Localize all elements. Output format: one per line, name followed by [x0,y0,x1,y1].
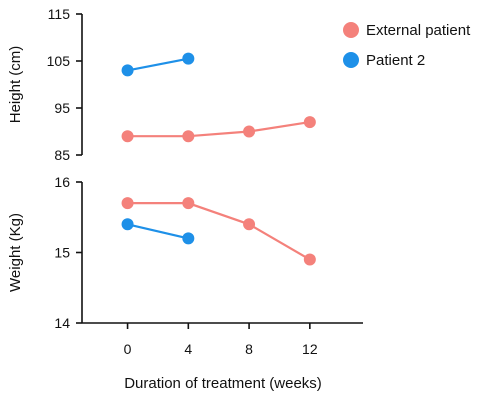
y-axis-title: Height (cm) [7,46,24,124]
weight-panel: 14 15 16 Weight (Kg) [7,174,316,331]
x-tick-label: 0 [124,341,132,357]
data-point [182,52,195,65]
x-tick-label: 4 [184,341,192,357]
y-tick-label: 15 [54,245,70,261]
data-point [121,64,134,77]
data-point [243,125,256,138]
data-point [182,130,195,143]
data-point [182,197,195,210]
y-tick-label: 14 [54,315,70,331]
x-axis-title: Duration of treatment (weeks) [124,375,322,392]
y-axis-title: Weight (Kg) [7,213,24,292]
y-tick-label: 85 [54,147,70,163]
legend-marker [343,22,359,38]
legend-marker [343,52,359,68]
series-line [127,57,189,72]
x-tick-label: 8 [245,341,253,357]
series-line [127,121,311,138]
data-point [121,197,134,210]
legend-label: Patient 2 [366,52,425,69]
data-point [303,116,316,129]
series-line [127,223,189,240]
legend: External patient Patient 2 [343,22,471,69]
x-tick-label: 12 [302,341,318,357]
data-point [243,218,256,231]
legend-label: External patient [366,22,471,39]
y-tick-label: 16 [54,174,70,190]
height-panel: 85 95 105 115 Height (cm) [7,6,316,163]
data-point [121,130,134,143]
y-tick-label: 105 [47,53,71,69]
y-tick-label: 115 [48,6,71,22]
data-point [121,218,134,231]
data-point [303,253,316,266]
y-tick-label: 95 [54,100,70,116]
x-axis: 0 4 8 12 [82,322,363,357]
series-line [127,202,311,261]
data-point [182,232,195,245]
